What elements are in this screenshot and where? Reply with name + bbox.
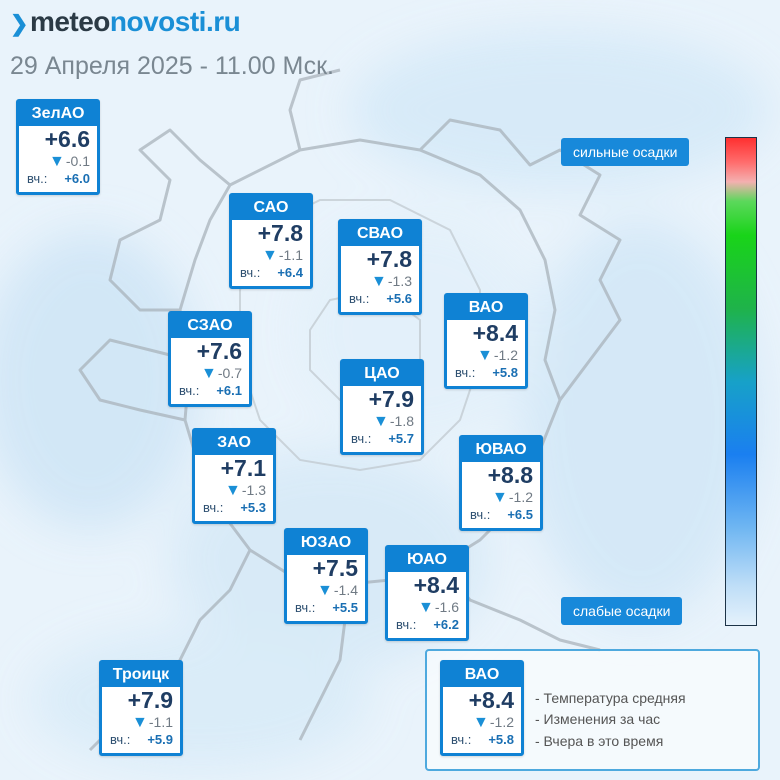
district-yesterday: вч.: +6.2 bbox=[396, 617, 459, 632]
logo-mark-icon: ❯ bbox=[10, 11, 28, 36]
legend-sample-card: ВАО +8.4 ▼-1.2 вч.: +5.8 bbox=[440, 660, 524, 756]
district-card-yuzao: ЮЗАО +7.5 ▼-1.4 вч.: +5.5 bbox=[284, 528, 368, 624]
district-yesterday: вч.: +5.5 bbox=[295, 600, 358, 615]
district-yesterday: вч.: +6.5 bbox=[470, 507, 533, 522]
district-change: ▼-1.2 bbox=[473, 714, 514, 731]
district-name: ВАО bbox=[447, 296, 525, 320]
legend-line-yesterday: - Вчера в это время bbox=[535, 733, 664, 749]
district-temperature: +7.8 bbox=[257, 220, 303, 246]
district-name: ЗАО bbox=[195, 431, 273, 455]
district-card-yuao: ЮАО +8.4 ▼-1.6 вч.: +6.2 bbox=[385, 545, 469, 641]
district-card-zelao: ЗелАО +6.6 ▼-0.1 вч.: +6.0 bbox=[16, 99, 100, 195]
down-triangle-icon: ▼ bbox=[317, 582, 333, 599]
district-card-sao: САО +7.8 ▼-1.1 вч.: +6.4 bbox=[229, 193, 313, 289]
legend-line-temperature: - Температура средняя bbox=[535, 690, 686, 706]
district-card-szao: СЗАО +7.6 ▼-0.7 вч.: +6.1 bbox=[168, 311, 252, 407]
date-time-subtitle: 29 Апреля 2025 - 11.00 Мск. bbox=[10, 52, 334, 80]
district-name: СЗАО bbox=[171, 314, 249, 338]
down-triangle-icon: ▼ bbox=[262, 247, 278, 264]
district-change: ▼-0.7 bbox=[201, 365, 242, 382]
district-name: ВАО bbox=[443, 663, 521, 687]
district-temperature: +8.4 bbox=[472, 320, 518, 346]
district-temperature: +7.5 bbox=[312, 555, 358, 581]
site-logo[interactable]: ❯meteonovosti.ru bbox=[10, 6, 241, 38]
district-yesterday: вч.: +5.9 bbox=[110, 732, 173, 747]
down-triangle-icon: ▼ bbox=[49, 153, 65, 170]
district-temperature: +8.8 bbox=[487, 462, 533, 488]
district-yesterday: вч.: +5.3 bbox=[203, 500, 266, 515]
district-card-yuvao: ЮВАО +8.8 ▼-1.2 вч.: +6.5 bbox=[459, 435, 543, 531]
scale-label-light: слабые осадки bbox=[561, 597, 683, 625]
down-triangle-icon: ▼ bbox=[473, 714, 489, 731]
district-name: СВАО bbox=[341, 222, 419, 246]
district-name: ЦАО bbox=[343, 362, 421, 386]
district-card-cao: ЦАО +7.9 ▼-1.8 вч.: +5.7 bbox=[340, 359, 424, 455]
district-temperature: +6.6 bbox=[44, 126, 90, 152]
legend-line-change: - Изменения за час bbox=[535, 711, 661, 727]
down-triangle-icon: ▼ bbox=[201, 365, 217, 382]
district-yesterday: вч.: +5.6 bbox=[349, 291, 412, 306]
district-change: ▼-1.3 bbox=[371, 273, 412, 290]
district-temperature: +7.1 bbox=[220, 455, 266, 481]
district-name: ЮАО bbox=[388, 548, 466, 572]
district-temperature: +8.4 bbox=[468, 687, 514, 713]
district-temperature: +8.4 bbox=[413, 572, 459, 598]
district-card-troitsk: Троицк +7.9 ▼-1.1 вч.: +5.9 bbox=[99, 660, 183, 756]
district-change: ▼-1.1 bbox=[132, 714, 173, 731]
down-triangle-icon: ▼ bbox=[477, 347, 493, 364]
district-change: ▼-1.3 bbox=[225, 482, 266, 499]
district-name: ЮЗАО bbox=[287, 531, 365, 555]
down-triangle-icon: ▼ bbox=[373, 413, 389, 430]
district-card-vao: ВАО +8.4 ▼-1.2 вч.: +5.8 bbox=[444, 293, 528, 389]
district-yesterday: вч.: +6.1 bbox=[179, 383, 242, 398]
precipitation-color-scale bbox=[725, 137, 757, 626]
down-triangle-icon: ▼ bbox=[418, 599, 434, 616]
logo-text-novosti: novosti.ru bbox=[109, 6, 241, 37]
district-change: ▼-0.1 bbox=[49, 153, 90, 170]
down-triangle-icon: ▼ bbox=[225, 482, 241, 499]
district-yesterday: вч.: +5.8 bbox=[451, 732, 514, 747]
down-triangle-icon: ▼ bbox=[492, 489, 508, 506]
logo-text-meteo: meteo bbox=[29, 6, 110, 37]
district-temperature: +7.8 bbox=[366, 246, 412, 272]
district-change: ▼-1.4 bbox=[317, 582, 358, 599]
district-yesterday: вч.: +6.4 bbox=[240, 265, 303, 280]
district-card-zao: ЗАО +7.1 ▼-1.3 вч.: +5.3 bbox=[192, 428, 276, 524]
district-name: ЗелАО bbox=[19, 102, 97, 126]
district-change: ▼-1.1 bbox=[262, 247, 303, 264]
district-yesterday: вч.: +6.0 bbox=[27, 171, 90, 186]
district-name: Троицк bbox=[102, 663, 180, 687]
scale-label-heavy: сильные осадки bbox=[561, 138, 690, 166]
district-change: ▼-1.2 bbox=[477, 347, 518, 364]
down-triangle-icon: ▼ bbox=[371, 273, 387, 290]
district-yesterday: вч.: +5.8 bbox=[455, 365, 518, 380]
district-temperature: +7.9 bbox=[368, 386, 414, 412]
down-triangle-icon: ▼ bbox=[132, 714, 148, 731]
district-temperature: +7.9 bbox=[127, 687, 173, 713]
district-change: ▼-1.2 bbox=[492, 489, 533, 506]
district-name: ЮВАО bbox=[462, 438, 540, 462]
district-card-svao: СВАО +7.8 ▼-1.3 вч.: +5.6 bbox=[338, 219, 422, 315]
district-name: САО bbox=[232, 196, 310, 220]
district-change: ▼-1.8 bbox=[373, 413, 414, 430]
district-change: ▼-1.6 bbox=[418, 599, 459, 616]
district-temperature: +7.6 bbox=[196, 338, 242, 364]
district-yesterday: вч.: +5.7 bbox=[351, 431, 414, 446]
